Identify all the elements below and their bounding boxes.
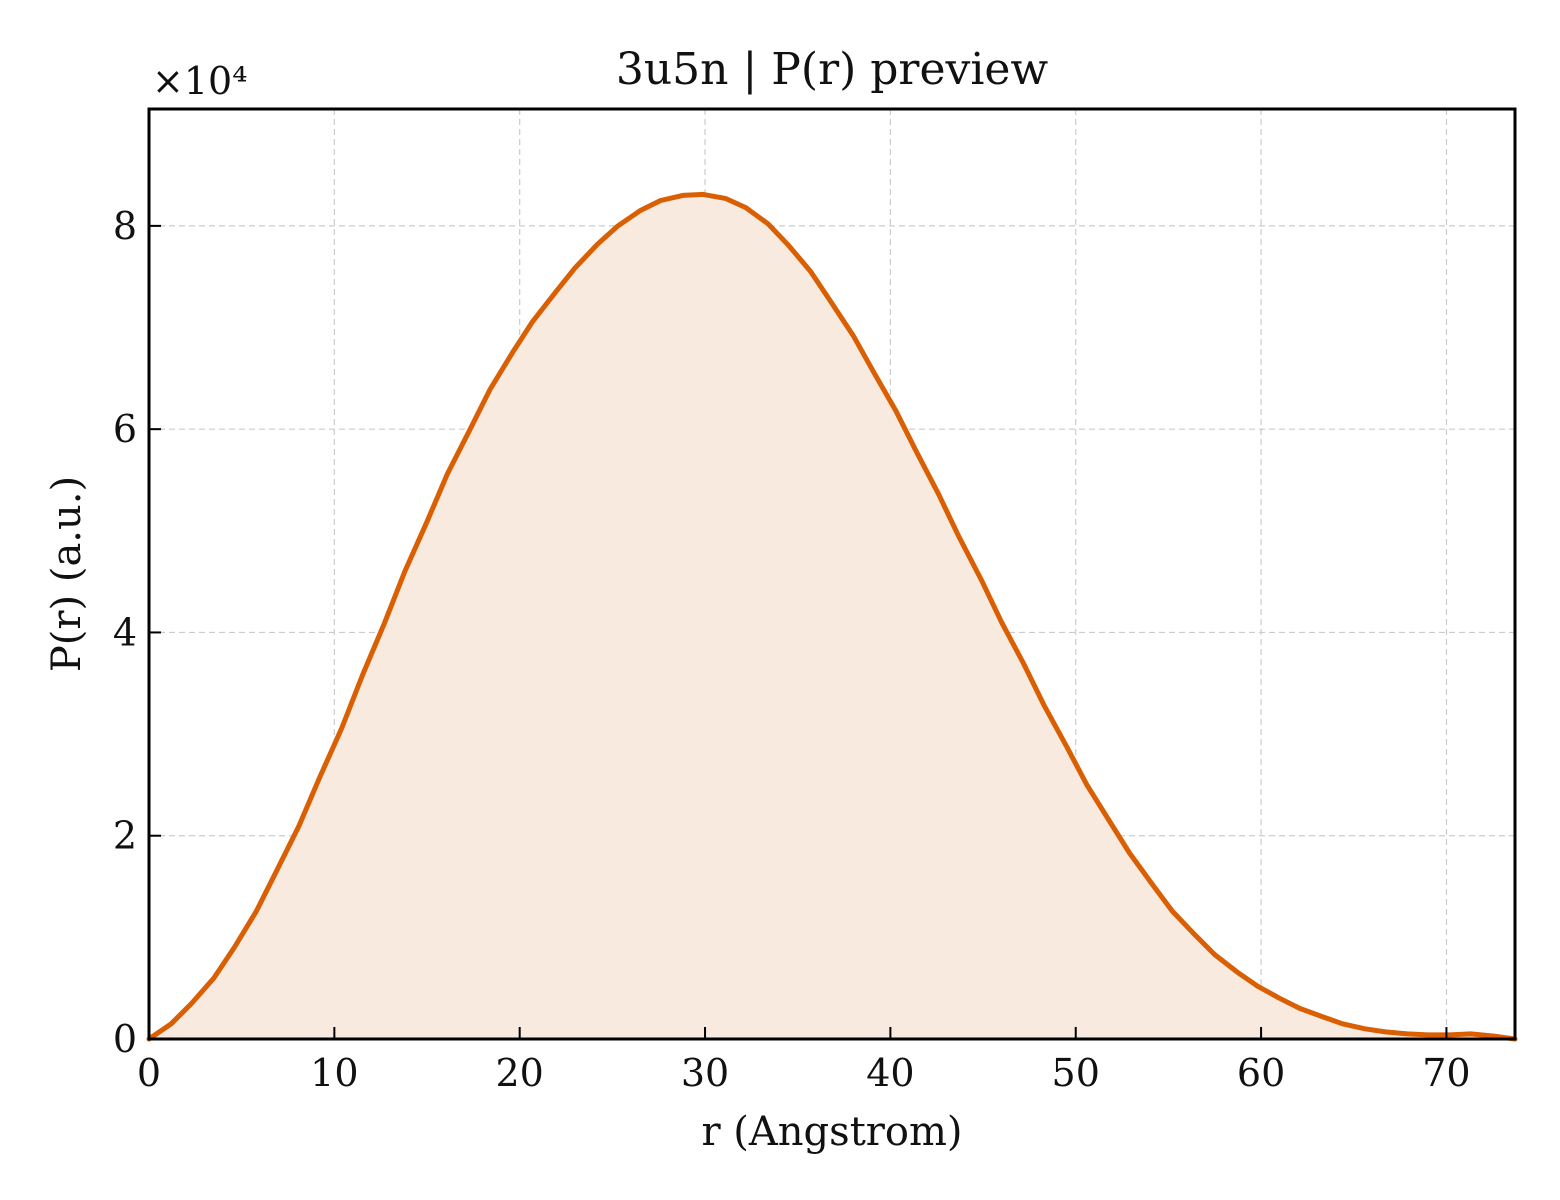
x-tick-label: 60: [1237, 1051, 1285, 1095]
y-tick-label: 2: [113, 814, 137, 858]
x-tick-label: 40: [866, 1051, 914, 1095]
x-tick-label: 30: [681, 1051, 729, 1095]
y-tick-label: 4: [113, 610, 137, 654]
y-tick-label: 8: [113, 204, 137, 248]
x-tick-label: 70: [1422, 1051, 1470, 1095]
y-tick-label: 6: [113, 407, 137, 451]
chart-title: 3u5n | P(r) preview: [616, 44, 1049, 95]
x-tick-label: 10: [310, 1051, 358, 1095]
x-tick-label: 0: [137, 1051, 161, 1095]
plot-frame: [147, 107, 1517, 1041]
y-multiplier-label: ×10⁴: [152, 59, 247, 103]
ticks: 0 10 20 30 40 50 60 70 0 2 4 6 8: [113, 204, 1471, 1095]
series-area: [149, 194, 1515, 1039]
y-axis-label: P(r) (a.u.): [44, 476, 90, 672]
x-tick-label: 20: [496, 1051, 544, 1095]
x-tick-label: 50: [1052, 1051, 1100, 1095]
x-axis-label: r (Angstrom): [701, 1109, 962, 1155]
series-line: [146, 191, 1518, 1042]
y-tick-label: 0: [113, 1017, 137, 1061]
